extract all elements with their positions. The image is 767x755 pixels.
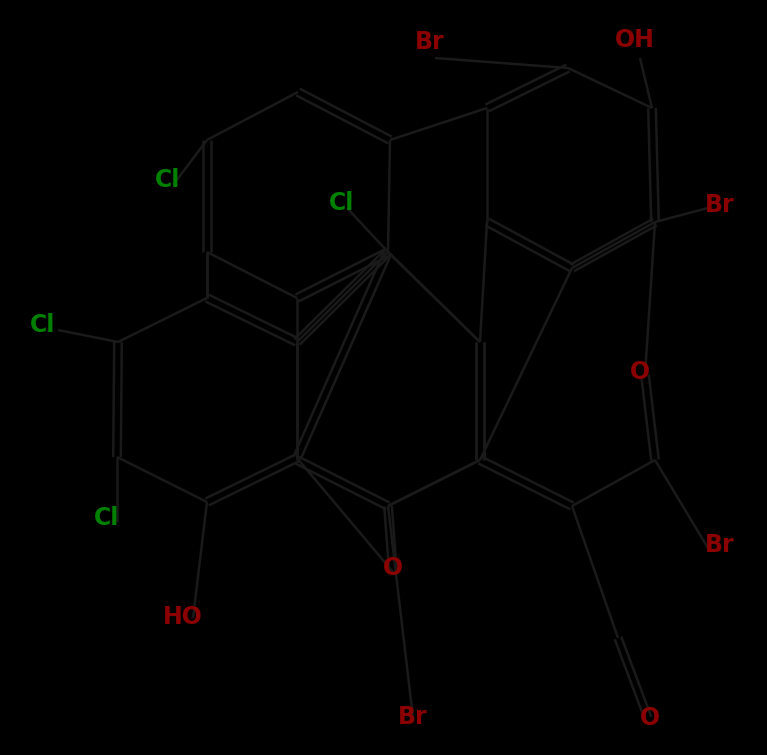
Text: Cl: Cl <box>31 313 56 337</box>
Text: O: O <box>383 556 403 580</box>
Text: OH: OH <box>615 28 655 52</box>
Text: Br: Br <box>398 705 428 729</box>
Text: Br: Br <box>415 30 445 54</box>
Text: O: O <box>640 706 660 730</box>
Text: Cl: Cl <box>94 506 120 530</box>
Text: Br: Br <box>705 533 735 557</box>
Text: HO: HO <box>163 605 203 629</box>
Text: O: O <box>630 360 650 384</box>
Text: Cl: Cl <box>155 168 181 192</box>
Text: Br: Br <box>705 193 735 217</box>
Text: Cl: Cl <box>329 191 354 215</box>
